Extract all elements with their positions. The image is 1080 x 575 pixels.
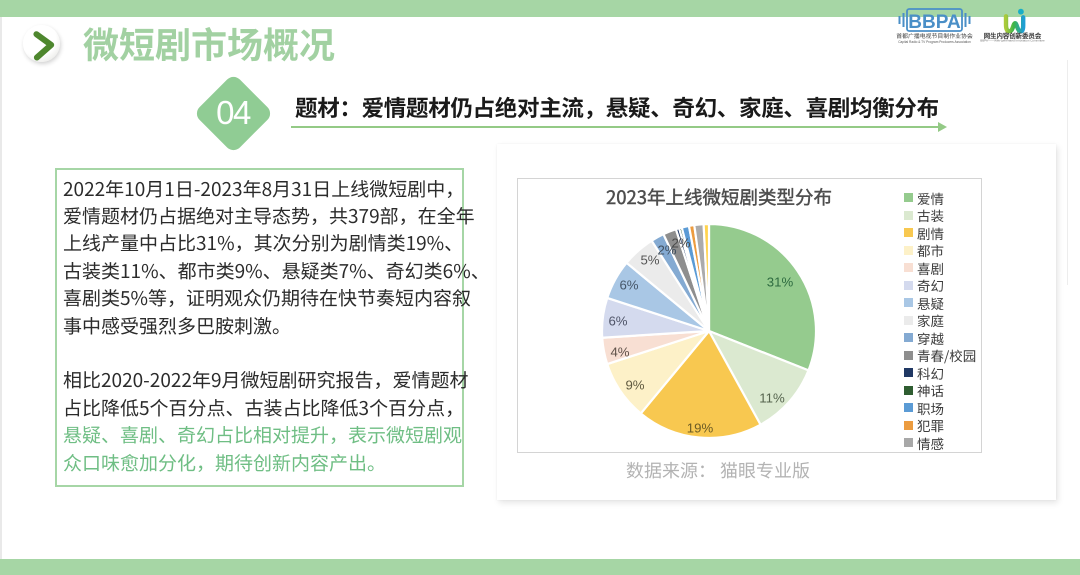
- svg-text:网生内容创新委员会: 网生内容创新委员会: [984, 31, 1042, 40]
- svg-text:BBPA: BBPA: [908, 12, 961, 33]
- svg-text:BBPA——Web-generated Innovation: BBPA——Web-generated Innovation Committee: [980, 39, 1045, 43]
- svg-text:Capital Radio & TV Program Pro: Capital Radio & TV Program Producers Ass…: [898, 40, 971, 44]
- svg-text:首都广播电视节目制作业协会: 首都广播电视节目制作业协会: [896, 31, 973, 40]
